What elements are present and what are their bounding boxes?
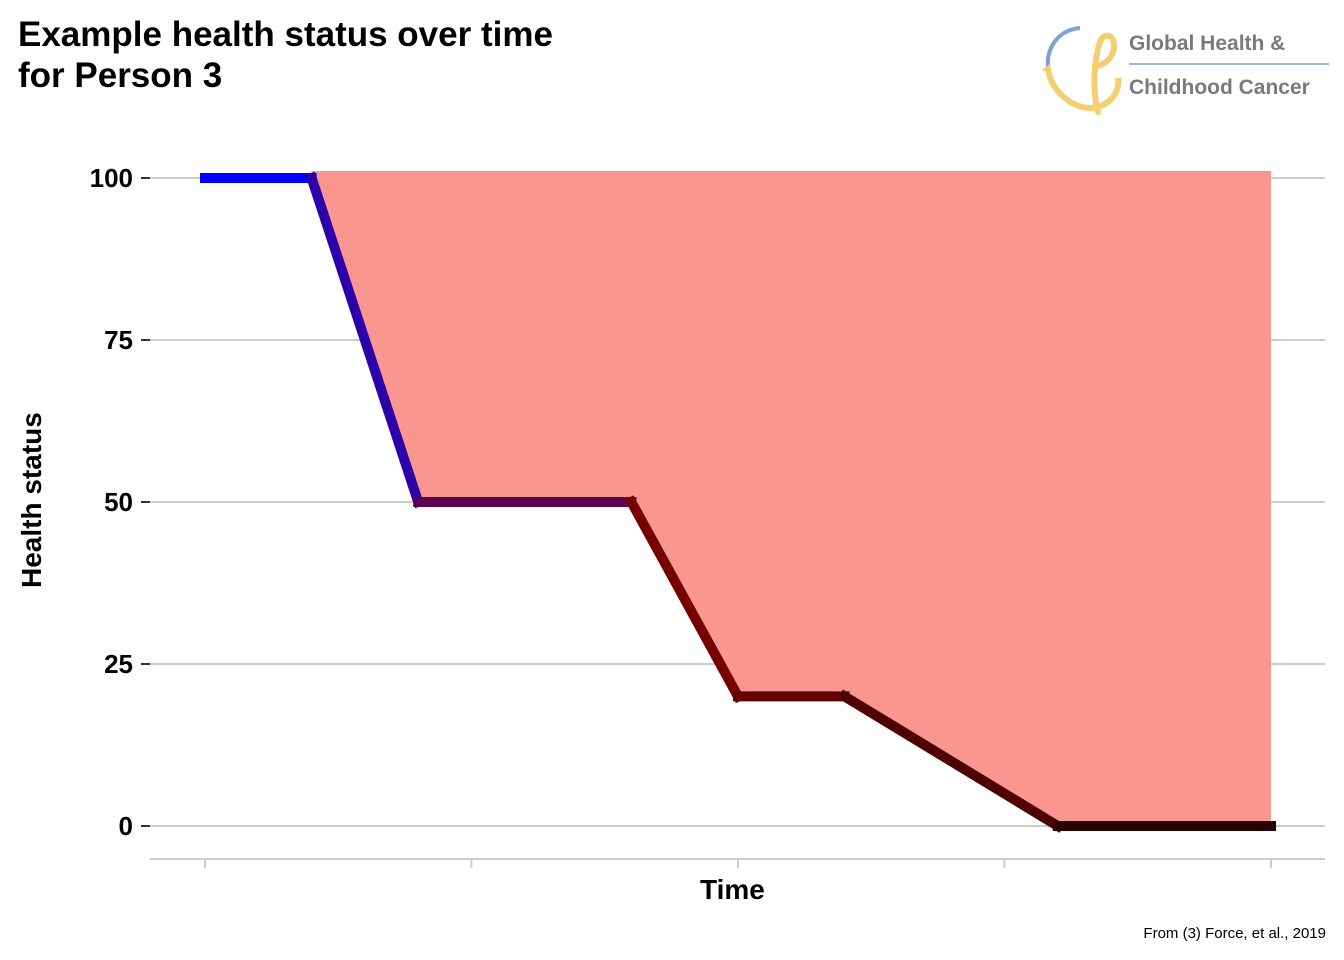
y-tick-label: 25: [104, 649, 133, 679]
logo: Global Health & Childhood Cancer: [1040, 20, 1335, 120]
health-status-line-segment: [305, 171, 425, 509]
title-line-1: Example health status over time: [18, 15, 553, 54]
source-caption: From (3) Force, et al., 2019: [1143, 925, 1326, 942]
health-status-line-segment: [837, 689, 1065, 833]
health-status-line-segment: [624, 495, 745, 704]
logo-divider: [1129, 63, 1329, 65]
logo-emblem: [1042, 26, 1122, 115]
logo-text-line-2: Childhood Cancer: [1129, 76, 1310, 99]
chart-title: Example health status over time for Pers…: [18, 14, 553, 96]
y-tick-label: 75: [104, 325, 133, 355]
y-tick-label: 0: [119, 811, 133, 841]
y-tick-label: 100: [90, 163, 133, 193]
health-lost-area: [311, 171, 1272, 826]
y-axis-label: Health status: [16, 412, 47, 588]
y-tick-label: 50: [104, 487, 133, 517]
logo-text-line-1: Global Health &: [1129, 32, 1286, 55]
x-axis-label: Time: [700, 874, 765, 905]
title-line-2: for Person 3: [18, 56, 223, 95]
